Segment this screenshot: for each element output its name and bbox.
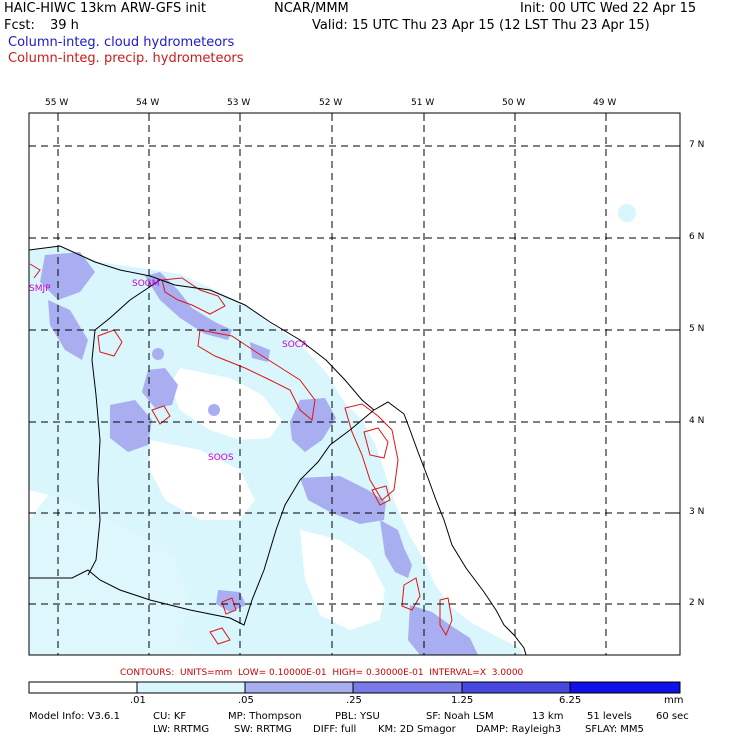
- forecast-label: Fcst:: [4, 18, 35, 33]
- coastlines-borders: [29, 245, 527, 655]
- pbl-scheme: PBL: YSU: [335, 711, 380, 722]
- shortwave-scheme: SW: RRTMG: [234, 724, 292, 735]
- colorbar-swatch-4: [461, 681, 571, 694]
- lat-label: 6 N: [689, 232, 705, 242]
- field-precip-label: Column-integ. precip. hydrometeors: [8, 51, 244, 66]
- damping: DAMP: Rayleigh3: [476, 724, 562, 735]
- field-cloud-label: Column-integ. cloud hydrometeors: [8, 35, 235, 50]
- station-label: SOOS: [208, 453, 234, 463]
- colorbar-label: 1.25: [451, 695, 474, 706]
- frame-ticks: [57, 113, 680, 605]
- lat-label: 4 N: [689, 416, 705, 426]
- colorbar: [28, 681, 681, 694]
- map-frame: [28, 112, 681, 656]
- lon-label: 53 W: [227, 98, 251, 108]
- lat-label: 3 N: [689, 507, 705, 517]
- colorbar-unit: mm: [664, 695, 684, 706]
- lon-label: 51 W: [411, 98, 435, 108]
- contours-info: CONTOURS: UNITS=mm LOW= 0.10000E-01 HIGH…: [120, 668, 524, 678]
- colorbar-label: 6.25: [559, 695, 582, 706]
- colorbar-swatch-3: [352, 681, 463, 694]
- diffusion: DIFF: full: [313, 724, 357, 735]
- forecast-hour: 39 h: [50, 18, 79, 33]
- init-time: Init: 00 UTC Wed 22 Apr 15: [520, 1, 697, 16]
- precip-contours: [29, 263, 453, 645]
- colorbar-label: .25: [346, 695, 362, 706]
- valid-time: Valid: 15 UTC Thu 23 Apr 15 (12 LST Thu …: [312, 18, 650, 33]
- surface-scheme: SF: Noah LSM: [426, 711, 494, 722]
- longwave-scheme: LW: RRTMG: [153, 724, 210, 735]
- lat-label: 5 N: [689, 324, 705, 334]
- organization-label: NCAR/MMM: [274, 1, 349, 16]
- colorbar-swatch-0: [28, 681, 138, 694]
- colorbar-swatch-2: [244, 681, 354, 694]
- colorbar-label: .05: [238, 695, 254, 706]
- colorbar-label: .01: [130, 695, 146, 706]
- colorbar-swatch-1: [136, 681, 246, 694]
- station-label: SMJP: [29, 284, 51, 294]
- lat-label: 2 N: [689, 598, 705, 608]
- km-scheme: KM: 2D Smagor: [378, 724, 456, 735]
- station-label: SOGM: [132, 279, 160, 289]
- lon-label: 50 W: [502, 98, 526, 108]
- surface-layer: SFLAY: MM5: [585, 724, 644, 735]
- model-info: Model Info: V3.6.1: [29, 711, 120, 722]
- resolution: 13 km: [532, 711, 564, 722]
- colorbar-swatch-5: [569, 681, 681, 694]
- lat-label: 7 N: [689, 140, 705, 150]
- lon-label: 54 W: [136, 98, 160, 108]
- microphysics-scheme: MP: Thompson: [228, 711, 302, 722]
- cumulus-scheme: CU: KF: [153, 711, 187, 722]
- station-label: SOCA: [282, 340, 308, 350]
- lat-lon-grid: [29, 113, 680, 655]
- lon-label: 55 W: [45, 98, 69, 108]
- product-title: HAIC-HIWC 13km ARW-GFS init: [4, 1, 206, 16]
- vertical-levels: 51 levels: [587, 711, 632, 722]
- time-step: 60 sec: [656, 711, 689, 722]
- lon-label: 52 W: [319, 98, 343, 108]
- lon-label: 49 W: [593, 98, 617, 108]
